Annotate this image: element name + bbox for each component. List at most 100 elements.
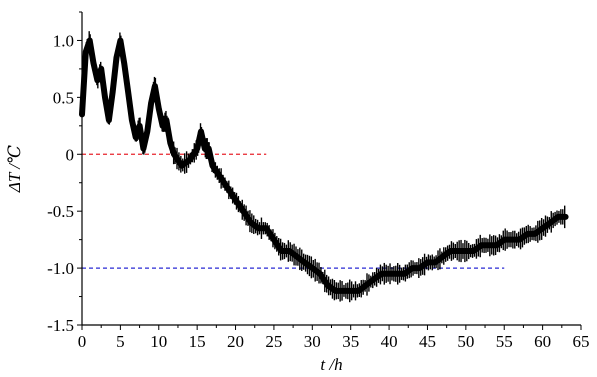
x-axis-label: t /h bbox=[320, 355, 342, 374]
data-point bbox=[88, 38, 92, 42]
data-point bbox=[495, 243, 499, 247]
data-point bbox=[145, 130, 149, 134]
data-point bbox=[234, 198, 238, 202]
data-point bbox=[395, 272, 399, 276]
data-point bbox=[211, 164, 215, 168]
data-point bbox=[130, 118, 134, 122]
data-point bbox=[418, 266, 422, 270]
data-point bbox=[410, 266, 414, 270]
data-point bbox=[157, 107, 161, 111]
data-point bbox=[164, 118, 168, 122]
data-point bbox=[448, 249, 452, 253]
data-point bbox=[425, 260, 429, 264]
data-point bbox=[379, 272, 383, 276]
data-point bbox=[141, 147, 145, 151]
y-tick-label: -1.5 bbox=[47, 316, 74, 335]
axes: 0 5 10 15 20 25 30 35 40 45 50 55 60 65 1.0 0.5 0 -0.5 -1.… bbox=[47, 12, 589, 351]
data-point bbox=[556, 215, 560, 219]
data-point bbox=[472, 249, 476, 253]
data-point bbox=[168, 141, 172, 145]
data-point bbox=[134, 135, 138, 139]
data-point bbox=[126, 90, 130, 94]
x-tick-label: 5 bbox=[116, 332, 125, 351]
y-tick-label: 1.0 bbox=[53, 31, 74, 50]
data-point bbox=[92, 61, 96, 65]
data-point bbox=[149, 101, 153, 105]
data-point bbox=[272, 238, 276, 242]
x-tick-label: 45 bbox=[419, 332, 436, 351]
data-point bbox=[502, 238, 506, 242]
data-point bbox=[280, 249, 284, 253]
plot-area bbox=[80, 31, 568, 302]
data-point bbox=[433, 260, 437, 264]
data-point bbox=[122, 61, 126, 65]
x-tick-label: 25 bbox=[265, 332, 282, 351]
data-point bbox=[356, 289, 360, 293]
data-point bbox=[107, 118, 111, 122]
x-tick-label: 30 bbox=[304, 332, 321, 351]
data-point bbox=[103, 95, 107, 99]
data-point bbox=[115, 56, 119, 60]
data-point bbox=[364, 283, 368, 287]
data-point bbox=[180, 164, 184, 168]
data-point bbox=[287, 249, 291, 253]
x-tick-label: 65 bbox=[573, 332, 590, 351]
data-point bbox=[99, 67, 103, 71]
data-point bbox=[333, 289, 337, 293]
data-point bbox=[249, 221, 253, 225]
data-point bbox=[264, 226, 268, 230]
data-point bbox=[218, 175, 222, 179]
data-point bbox=[525, 232, 529, 236]
data-point bbox=[257, 226, 261, 230]
data-point bbox=[161, 124, 165, 128]
data-point bbox=[441, 255, 445, 259]
x-tick-label: 20 bbox=[227, 332, 244, 351]
x-tick-label: 60 bbox=[534, 332, 551, 351]
data-point bbox=[518, 238, 522, 242]
y-tick-label: 0 bbox=[66, 145, 75, 164]
y-tick-label: 0.5 bbox=[53, 88, 74, 107]
data-point bbox=[195, 147, 199, 151]
data-point bbox=[387, 272, 391, 276]
data-point bbox=[318, 272, 322, 276]
data-point bbox=[464, 249, 468, 253]
data-point bbox=[241, 209, 245, 213]
data-point bbox=[95, 78, 99, 82]
data-point bbox=[487, 243, 491, 247]
data-point bbox=[303, 260, 307, 264]
data-point bbox=[203, 147, 207, 151]
data-point bbox=[510, 238, 514, 242]
data-point bbox=[153, 84, 157, 88]
x-tick-label: 55 bbox=[496, 332, 513, 351]
data-point bbox=[199, 130, 203, 134]
data-point bbox=[111, 90, 115, 94]
data-point bbox=[402, 272, 406, 276]
x-tick-label: 10 bbox=[150, 332, 167, 351]
data-point bbox=[541, 226, 545, 230]
data-point bbox=[118, 38, 122, 42]
data-point bbox=[548, 221, 552, 225]
data-point bbox=[310, 266, 314, 270]
y-tick-label: -0.5 bbox=[47, 202, 74, 221]
x-tick-label: 50 bbox=[457, 332, 474, 351]
data-point bbox=[533, 232, 537, 236]
data-point bbox=[349, 289, 353, 293]
y-axis-label: ΔT /℃ bbox=[5, 145, 24, 193]
data-point bbox=[372, 277, 376, 281]
data-point bbox=[138, 124, 142, 128]
x-tick-label: 35 bbox=[342, 332, 359, 351]
data-point bbox=[326, 283, 330, 287]
x-tick-label: 40 bbox=[381, 332, 398, 351]
data-point bbox=[187, 158, 191, 162]
data-point bbox=[207, 147, 211, 151]
x-tick-label: 0 bbox=[78, 332, 87, 351]
data-point bbox=[564, 215, 568, 219]
data-point bbox=[456, 249, 460, 253]
data-point bbox=[226, 186, 230, 190]
data-point bbox=[84, 50, 88, 54]
x-tick-label: 15 bbox=[189, 332, 206, 351]
data-point bbox=[479, 243, 483, 247]
data-point bbox=[172, 152, 176, 156]
y-tick-label: -1.0 bbox=[47, 259, 74, 278]
